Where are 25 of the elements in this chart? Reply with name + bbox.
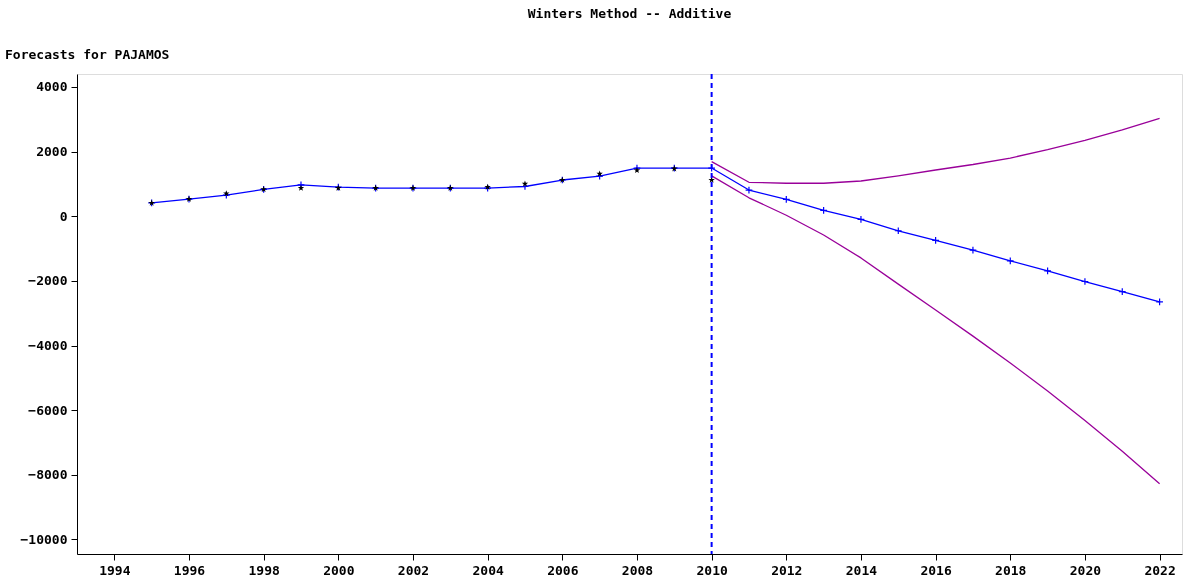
x-tick-label: 2002 <box>397 562 430 578</box>
y-tick-label: −2000 <box>28 273 68 289</box>
x-tick-label: 2014 <box>845 562 878 578</box>
x-tick-label: 2000 <box>323 562 355 578</box>
x-tick-label: 2018 <box>995 562 1027 578</box>
x-tick-label: 2008 <box>621 562 654 578</box>
chart-title: Winters Method -- Additive <box>527 6 732 21</box>
y-tick-label: −6000 <box>28 402 68 418</box>
y-tick-label: 4000 <box>36 79 68 95</box>
x-tick-label: 2012 <box>771 562 803 578</box>
x-tick-label: 2006 <box>547 562 579 578</box>
y-tick-label: −8000 <box>28 467 68 483</box>
x-tick-label: 1996 <box>173 562 206 578</box>
x-tick-label: 2004 <box>472 562 504 578</box>
y-tick-label: −4000 <box>28 338 68 354</box>
x-tick-label: 1994 <box>99 562 131 578</box>
x-tick-label: 2016 <box>920 562 952 578</box>
y-tick-label: 0 <box>59 208 68 224</box>
y-tick-label: 2000 <box>36 144 68 160</box>
x-tick-label: 2022 <box>1144 562 1176 578</box>
y-tick-label: −10000 <box>20 531 68 547</box>
x-tick-label: 2020 <box>1069 562 1102 578</box>
x-tick-label: 1998 <box>248 562 280 578</box>
chart-subtitle: Forecasts for PAJAMOS <box>5 47 170 62</box>
x-tick-label: 2010 <box>696 562 728 578</box>
